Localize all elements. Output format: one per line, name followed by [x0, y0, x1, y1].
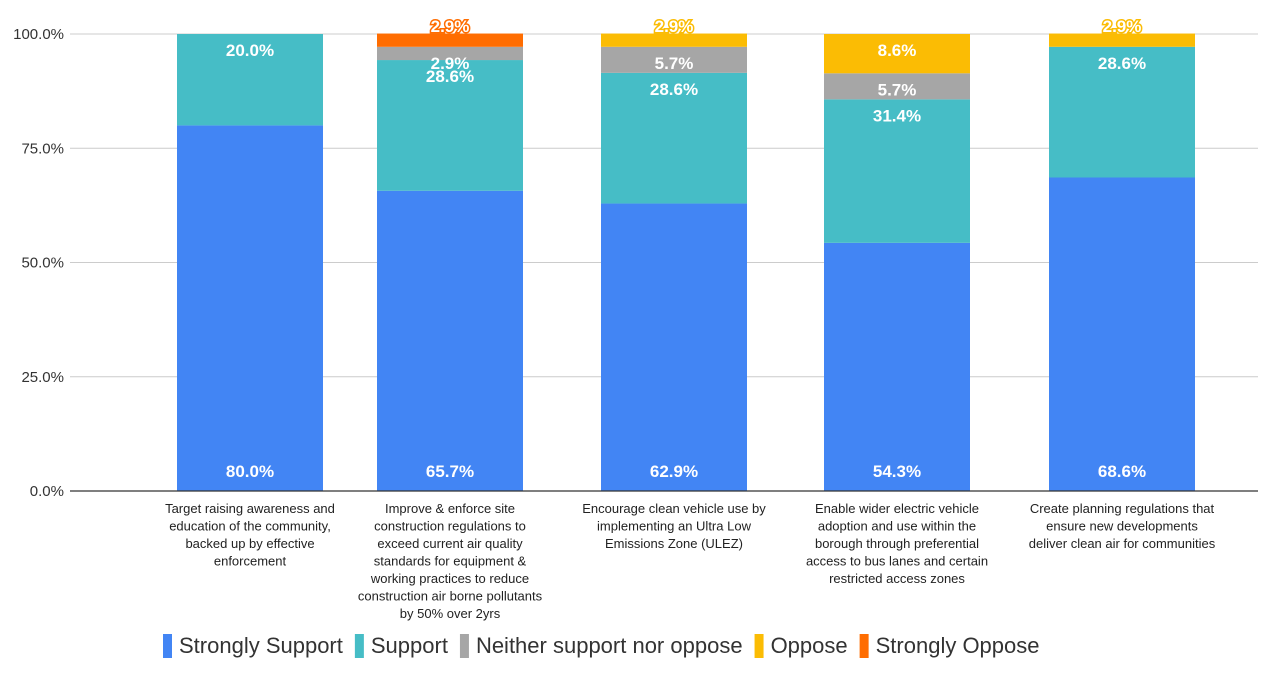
bar-segment — [1049, 177, 1195, 492]
legend-swatch — [859, 634, 869, 658]
bar-segment — [177, 34, 323, 126]
legend: Strongly Support Support Neither support n… — [163, 633, 1040, 658]
bar-segment — [824, 242, 970, 491]
data-label: 8.6% — [878, 41, 917, 60]
legend-swatch — [754, 634, 764, 658]
y-tick-label: 0.0% — [30, 483, 64, 500]
y-tick-label: 75.0% — [21, 140, 64, 157]
y-tick-label: 100.0% — [13, 26, 64, 43]
x-category-label: Encourage clean vehicle use by — [582, 501, 766, 516]
legend-label: Oppose — [771, 633, 848, 658]
x-category-label: Enable wider electric vehicle — [815, 501, 979, 516]
x-category-label: by 50% over 2yrs — [400, 606, 501, 621]
data-label: 2.9% — [655, 17, 694, 36]
bar-segment — [824, 34, 970, 74]
x-category-label: working practices to reduce — [370, 571, 529, 586]
legend-swatch — [163, 634, 172, 658]
bar-segment — [377, 33, 523, 47]
legend-swatch — [459, 634, 469, 658]
bar-segment — [377, 60, 523, 191]
x-category-label: standards for equipment & — [374, 554, 527, 569]
y-tick-label: 25.0% — [21, 369, 64, 386]
data-label: 80.0% — [226, 462, 274, 481]
x-category-label: ensure new developments — [1046, 519, 1198, 534]
data-label: 2.9% — [1103, 17, 1142, 36]
x-category-label: implementing an Ultra Low — [597, 519, 752, 534]
bars — [177, 33, 1195, 492]
y-tick-label: 50.0% — [21, 255, 64, 272]
data-label: 2.9% — [431, 17, 470, 36]
x-category-label: Emissions Zone (ULEZ) — [605, 536, 743, 551]
bar-segment — [601, 46, 747, 73]
bar-segment — [824, 73, 970, 100]
legend-label: Neither support nor oppose — [476, 633, 743, 658]
axes: 0.0% 25.0% 50.0% 75.0% 100.0% Target raising … — [13, 26, 1258, 621]
bar-segment — [377, 46, 523, 61]
x-category-label: restricted access zones — [829, 571, 965, 586]
x-category-label: construction regulations to — [374, 519, 526, 534]
x-category-label: education of the community, — [169, 519, 331, 534]
x-category-label: construction air borne pollutants — [358, 589, 543, 604]
bar-segment — [1049, 33, 1195, 47]
bar-segment — [1049, 46, 1195, 178]
bar-segment — [601, 72, 747, 204]
x-category-label: access to bus lanes and certain — [806, 554, 988, 569]
legend-label: Support — [371, 633, 448, 658]
x-category-label: Improve & enforce site — [385, 501, 515, 516]
x-category-label: exceed current air quality — [377, 536, 523, 551]
x-category-label: borough through preferential — [815, 536, 979, 551]
x-category-label: enforcement — [214, 554, 287, 569]
x-category-label: deliver clean air for communities — [1029, 536, 1216, 551]
legend-swatch — [354, 634, 364, 658]
data-label: 28.6% — [426, 67, 474, 86]
legend-label: Strongly Oppose — [876, 633, 1040, 658]
bar-segment — [377, 190, 523, 491]
bar-segment — [177, 125, 323, 492]
data-label: 62.9% — [650, 462, 698, 481]
bar-segment — [824, 99, 970, 243]
data-label: 5.7% — [878, 80, 917, 99]
data-label: 54.3% — [873, 462, 921, 481]
data-label: 5.7% — [655, 54, 694, 73]
data-label: 65.7% — [426, 462, 474, 481]
x-category-label: adoption and use within the — [818, 519, 976, 534]
legend-label: Strongly Support — [179, 633, 343, 658]
data-label: 2.9% — [431, 54, 470, 73]
data-label: 31.4% — [873, 106, 921, 125]
x-category-label: Create planning regulations that — [1030, 501, 1215, 516]
data-label: 68.6% — [1098, 462, 1146, 481]
x-category-label: backed up by effective — [185, 536, 314, 551]
data-label: 28.6% — [1098, 54, 1146, 73]
bar-segment — [601, 33, 747, 47]
data-labels: 80.0%20.0%65.7%28.6%2.9%2.9%62.9%28.6%5.… — [226, 16, 1146, 482]
bar-segment — [601, 203, 747, 491]
data-label: 28.6% — [650, 80, 698, 99]
data-label: 20.0% — [226, 41, 274, 60]
x-category-label: Target raising awareness and — [165, 501, 335, 516]
